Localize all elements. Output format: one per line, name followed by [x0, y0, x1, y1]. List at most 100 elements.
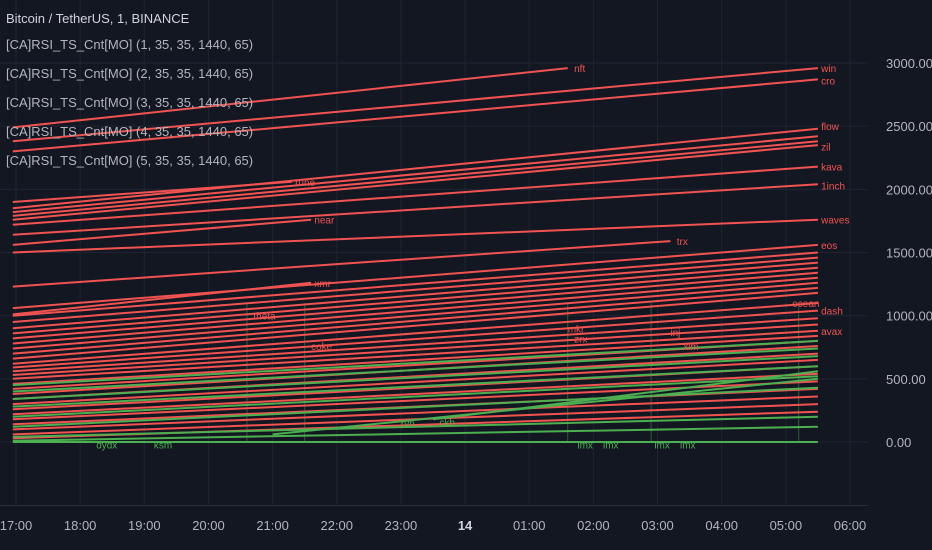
price-axis[interactable]: 3000.00 2500.00 2000.00 1500.00 1000.00 500.0… [886, 56, 932, 450]
series-label: kava [821, 163, 843, 174]
series-line-16 [12, 256, 818, 323]
x-tick-label: 01:00 [513, 518, 546, 533]
series-lines [12, 67, 819, 443]
series-label: inj [670, 328, 680, 339]
x-tick-label: 17:00 [0, 518, 32, 533]
series-label: mkr [568, 324, 585, 335]
series-label: theta [253, 312, 276, 323]
series-label: xlm [683, 342, 699, 353]
series-label: zil [821, 142, 830, 153]
series-label: rune [295, 178, 315, 189]
series-line-waves [12, 218, 818, 254]
series-line-17 [12, 261, 818, 330]
series-label: eos [821, 241, 837, 252]
series-line-win [12, 67, 818, 143]
series-line-dash [12, 309, 818, 369]
series-line-48 [432, 370, 819, 421]
series-line-35 [12, 372, 818, 416]
x-tick-label: 03:00 [641, 518, 674, 533]
series-line-nft [12, 67, 568, 129]
series-line-flow [12, 127, 818, 210]
x-tick-label: 05:00 [770, 518, 803, 533]
indicator-legend-5[interactable]: [CA]RSI_TS_Cnt[MO] (5, 35, 35, 1440, 65) [6, 153, 254, 168]
series-label: avax [821, 327, 842, 338]
series-label: ocean [792, 299, 819, 310]
series-line-38 [12, 395, 818, 431]
series-label: imx [654, 441, 670, 452]
y-tick-label: 2000.00 [886, 182, 932, 197]
x-tick-label: 14 [458, 518, 473, 533]
x-tick-label: 20:00 [192, 518, 225, 533]
series-line-33 [12, 358, 818, 406]
series-line-22 [12, 286, 818, 355]
series-line-4 [12, 135, 818, 214]
x-tick-label: 22:00 [320, 518, 353, 533]
x-tick-label: 06:00 [834, 518, 867, 533]
x-tick-label: 19:00 [128, 518, 161, 533]
series-line-26 [12, 317, 818, 373]
series-line-1inch [12, 183, 818, 236]
x-tick-label: 21:00 [256, 518, 289, 533]
series-label: imx [680, 441, 696, 452]
x-tick-label: 18:00 [64, 518, 97, 533]
series-label: nft [574, 64, 585, 75]
y-tick-label: 2500.00 [886, 119, 932, 134]
time-axis[interactable]: 17:00 18:00 19:00 20:00 21:00 22:00 23:00 14 01:… [0, 505, 868, 534]
series-label: 1inch [821, 182, 845, 193]
indicator-legend-3[interactable]: [CA]RSI_TS_Cnt[MO] (3, 35, 35, 1440, 65) [6, 95, 254, 110]
series-line-18 [12, 266, 818, 335]
series-line-29 [12, 334, 818, 385]
series-line-ocean [12, 302, 818, 365]
series-line-27 [12, 323, 818, 376]
series-label: ckb [439, 418, 455, 429]
series-line-20 [12, 276, 818, 345]
series-line-46 [12, 386, 818, 428]
y-tick-label: 1000.00 [886, 309, 932, 324]
indicator-legend-1[interactable]: [CA]RSI_TS_Cnt[MO] (1, 35, 35, 1440, 65) [6, 37, 254, 52]
y-tick-label: 3000.00 [886, 56, 932, 71]
series-line-zil [12, 144, 818, 221]
series-line-eos [12, 243, 818, 310]
series-line-50 [12, 425, 818, 442]
series-label: flow [821, 122, 840, 133]
series-line-15 [12, 251, 818, 317]
x-tick-label: 02:00 [577, 518, 610, 533]
series-label: zrx [574, 334, 587, 345]
series-line-45 [12, 375, 818, 418]
series-line-near [12, 218, 312, 246]
series-label: trx [677, 237, 688, 248]
series-label: rvn [401, 419, 415, 430]
indicator-legend-4[interactable]: [CA]RSI_TS_Cnt[MO] (4, 35, 35, 1440, 65) [6, 124, 254, 139]
series-label: coke [311, 342, 333, 353]
symbol-title[interactable]: Bitcoin / TetherUS, 1, BINANCE [6, 11, 190, 26]
series-line-43 [12, 355, 818, 400]
y-tick-label: 1500.00 [886, 246, 932, 261]
series-label: dash [821, 307, 843, 318]
series-line-cro [12, 78, 818, 153]
series-line-23 [12, 291, 818, 360]
series-label: imx [577, 441, 593, 452]
series-label: cro [821, 77, 835, 88]
series-labels: nft win cro flow zil rune kava 1inch near waves tr… [96, 64, 849, 451]
series-line-kava [12, 165, 818, 226]
series-line-41 [12, 339, 818, 387]
series-label: win [820, 64, 836, 75]
series-label: xmr [314, 279, 331, 290]
series-label: imx [603, 441, 619, 452]
series-label: waves [820, 216, 849, 227]
series-line-5 [12, 140, 818, 217]
indicator-legend-2[interactable]: [CA]RSI_TS_Cnt[MO] (2, 35, 35, 1440, 65) [6, 66, 254, 81]
x-tick-label: 23:00 [385, 518, 418, 533]
series-line-trx [12, 240, 671, 288]
series-label: ksm [154, 441, 172, 452]
legend: Bitcoin / TetherUS, 1, BINANCE [CA]RSI_T… [6, 8, 253, 175]
series-line-47 [272, 377, 819, 436]
y-tick-label: 500.00 [886, 372, 926, 387]
series-label: dydx [96, 441, 117, 452]
series-line-44 [12, 365, 818, 408]
series-label: near [314, 216, 335, 227]
series-line-49 [12, 415, 818, 438]
series-line-19 [12, 271, 818, 340]
series-line-avax [12, 329, 818, 380]
